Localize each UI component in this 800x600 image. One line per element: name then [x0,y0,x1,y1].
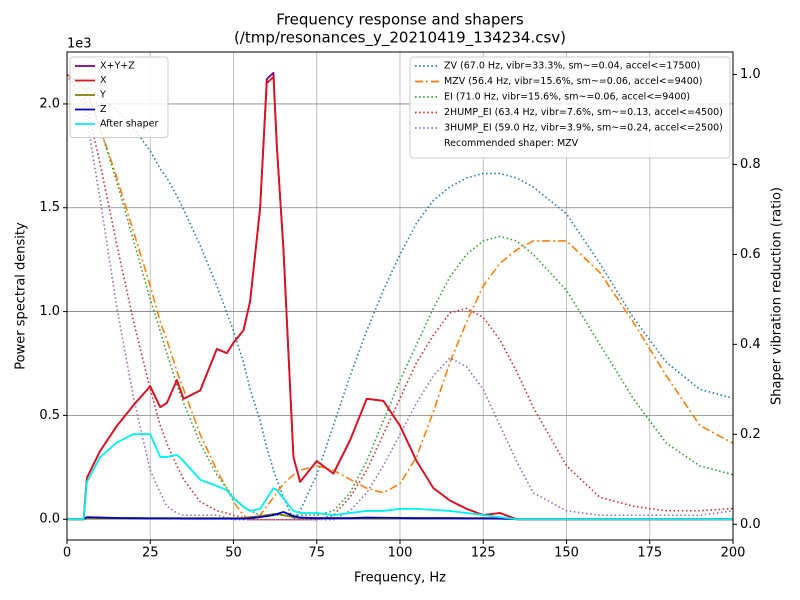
legend-label: Y [99,90,106,101]
x-tick-label: 150 [554,546,579,561]
y-tick-label: 1.0 [39,304,60,319]
x-tick-label: 100 [388,546,413,561]
y-tick-label: 0.5 [39,408,60,423]
x-axis-label: Frequency, Hz [354,571,446,586]
series-line [66,74,734,521]
x-tick-label: 75 [308,546,325,561]
y-axis-label: Power spectral density [14,222,29,370]
x-tick-label: 200 [721,546,746,561]
y-offset-label: 1e3 [67,37,92,52]
legend-label: ZV (67.0 Hz, vibr=33.3%, sm~=0.04, accel… [444,61,700,72]
legend-label: Z [100,104,107,115]
y2-tick-label: 0.4 [740,337,761,352]
y2-tick-label: 0.8 [740,157,761,172]
y-tick-label: 0.0 [39,512,60,527]
y2-tick-label: 0.2 [740,427,761,442]
legend-box [69,56,169,138]
legend-label: 3HUMP_EI (59.0 Hz, vibr=3.9%, sm~=0.24, … [444,123,723,134]
y2-tick-label: 1.0 [740,67,761,82]
y-tick-label: 2.0 [39,96,60,111]
legend-label: X [100,75,107,86]
legend-label: MZV (56.4 Hz, vibr=15.6%, sm~=0.06, acce… [444,76,703,87]
legend-label: After shaper [100,119,158,130]
legend-note: Recommended shaper: MZV [444,138,579,149]
y2-tick-label: 0.0 [740,517,761,532]
series-line [67,433,733,521]
legend-label: EI (71.0 Hz, vibr=15.6%, sm~=0.06, accel… [444,92,690,103]
legend-box [409,56,731,159]
chart-title: Frequency response and shapers [276,11,524,29]
series-line [66,73,734,521]
legend-label: 2HUMP_EI (63.4 Hz, vibr=7.6%, sm~=0.13, … [444,107,723,118]
y-tick-label: 1.5 [39,200,60,215]
x-tick-label: 0 [63,546,71,561]
chart-subtitle: (/tmp/resonances_y_20210419_134234.csv) [234,29,566,48]
x-tick-label: 50 [225,546,242,561]
x-tick-label: 175 [637,546,662,561]
x-tick-label: 125 [471,546,496,561]
y2-tick-label: 0.6 [740,247,761,262]
y2-axis-label: Shaper vibration reduction (ratio) [770,187,785,405]
x-tick-label: 25 [142,546,159,561]
plot-frame [66,51,734,541]
legend-label: X+Y+Z [100,61,135,72]
